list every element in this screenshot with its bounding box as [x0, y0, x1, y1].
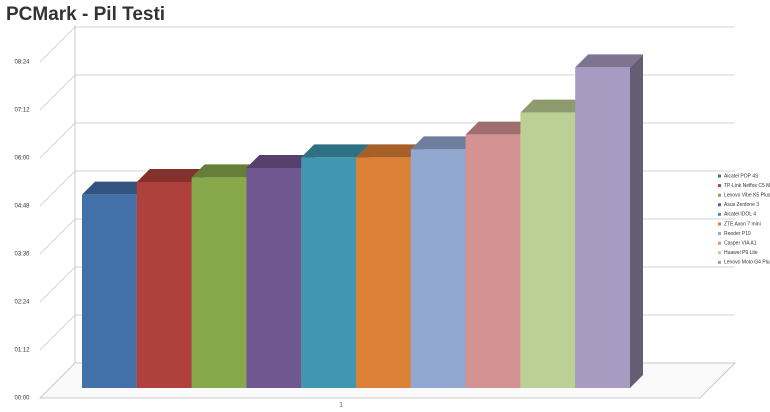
bar-top — [520, 99, 589, 113]
bar-top — [410, 136, 479, 150]
bar — [465, 134, 521, 388]
legend-swatch — [718, 251, 721, 255]
bar-side — [630, 54, 643, 388]
bar — [82, 194, 137, 388]
bar-top — [356, 144, 424, 158]
y-tick-label: 04:48 — [14, 204, 30, 210]
legend-label: Alcatel IDOL 4 — [724, 212, 756, 218]
y-tick-label: 03:36 — [14, 252, 30, 258]
bar-top — [191, 164, 260, 178]
legend-swatch — [718, 203, 721, 207]
legend-swatch — [718, 232, 721, 236]
bar-top — [465, 121, 534, 135]
bar — [356, 157, 411, 388]
bar-top — [575, 54, 643, 68]
legend-swatch — [718, 241, 721, 245]
legend-label: ZTE Axon 7 mini — [724, 221, 761, 227]
bar — [520, 112, 576, 389]
legend-label: Alcatel POP 4S — [724, 173, 759, 179]
legend-swatch — [718, 260, 721, 264]
grid-line — [39, 26, 735, 63]
y-tick-label: 08:24 — [14, 60, 30, 66]
legend-label: Lenovo Moto G4 Plus — [724, 260, 770, 266]
y-tick-label: 06:00 — [14, 156, 30, 162]
y-tick-label: 02:24 — [14, 300, 30, 306]
legend-label: Asus Zenfone 3 — [724, 202, 759, 208]
bar-top — [82, 181, 150, 195]
bar-top — [301, 144, 369, 158]
grid-line — [39, 74, 735, 111]
legend-swatch — [718, 222, 721, 226]
bar-top — [246, 155, 315, 168]
legend-label: TP-Link Neffos C5 Max — [724, 183, 770, 189]
bar — [575, 67, 630, 388]
legend-label: Huawei P9 Lite — [724, 250, 758, 256]
x-tick-label: 1 — [339, 403, 343, 409]
chart-title: PCMark - Pil Testi — [6, 4, 165, 25]
bar — [246, 168, 302, 388]
bar-top — [136, 169, 205, 182]
y-tick-label: 01:12 — [14, 348, 30, 354]
y-tick-label: 07:12 — [14, 108, 30, 114]
bar — [136, 182, 192, 388]
legend-swatch — [718, 174, 721, 178]
bar — [410, 149, 466, 388]
bar — [191, 177, 247, 388]
legend-label: Lenovo Vibe K5 Plus — [724, 193, 770, 199]
legend-swatch — [718, 212, 721, 216]
bar — [301, 157, 356, 388]
y-tick-label: 00:00 — [14, 396, 30, 402]
legend-label: Reeder P10 — [724, 231, 751, 237]
legend-swatch — [718, 193, 721, 197]
legend-label: Casper VIA A1 — [724, 241, 757, 247]
legend-swatch — [718, 184, 721, 188]
